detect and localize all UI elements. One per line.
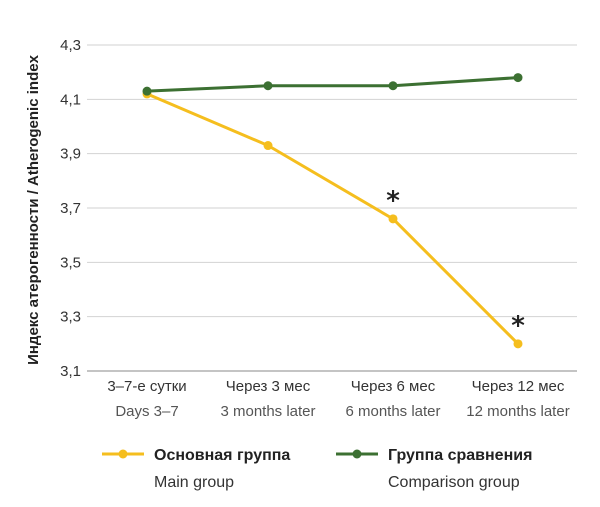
series-group: **	[142, 73, 525, 349]
gridlines	[87, 44, 577, 372]
legend-label-english: Comparison group	[388, 474, 520, 491]
series-line-main-group	[146, 92, 520, 345]
x-tick-label-english: Days 3–7	[115, 403, 178, 420]
x-category-labels: 3–7-е сутки Days 3–7 Через 3 мес 3 months l…	[107, 378, 569, 420]
data-point	[388, 81, 398, 91]
x-tick-label: 3–7-е сутки	[107, 378, 186, 395]
data-point	[263, 81, 273, 91]
legend: Основная группа Main group Группа сравнени…	[102, 447, 532, 491]
y-tick-labels: 4,3 4,1 3,9 3,7 3,5 3,3 3,1	[60, 37, 81, 380]
y-tick-label: 3,1	[60, 363, 81, 380]
legend-label: Основная группа	[154, 447, 290, 464]
y-tick-label: 3,9	[60, 146, 81, 163]
x-tick-label-english: 3 months later	[220, 403, 315, 420]
data-point	[142, 86, 152, 96]
data-point	[513, 339, 523, 349]
y-tick-label: 3,7	[60, 200, 81, 217]
series-line-comparison-group	[146, 76, 519, 93]
data-point	[263, 141, 273, 151]
legend-swatch-marker	[352, 449, 362, 459]
y-tick-label: 3,5	[60, 254, 81, 271]
x-tick-label-english: 6 months later	[345, 403, 440, 420]
y-axis-label: Индекс атерогенности / Atherogenic index	[25, 54, 42, 364]
y-tick-label: 4,3	[60, 37, 81, 54]
y-tick-label: 3,3	[60, 309, 81, 326]
significance-marker: *	[386, 186, 400, 216]
significance-marker: *	[511, 311, 525, 341]
x-tick-label-english: 12 months later	[466, 403, 569, 420]
legend-label: Группа сравнения	[388, 447, 532, 464]
x-tick-label: Через 6 мес	[351, 378, 436, 395]
data-point	[388, 214, 398, 224]
legend-label-english: Main group	[154, 474, 234, 491]
data-point	[513, 73, 523, 83]
x-tick-label: Через 3 мес	[226, 378, 311, 395]
legend-swatch-marker	[118, 449, 128, 459]
y-tick-label: 4,1	[60, 91, 81, 108]
x-tick-label: Через 12 мес	[472, 378, 565, 395]
